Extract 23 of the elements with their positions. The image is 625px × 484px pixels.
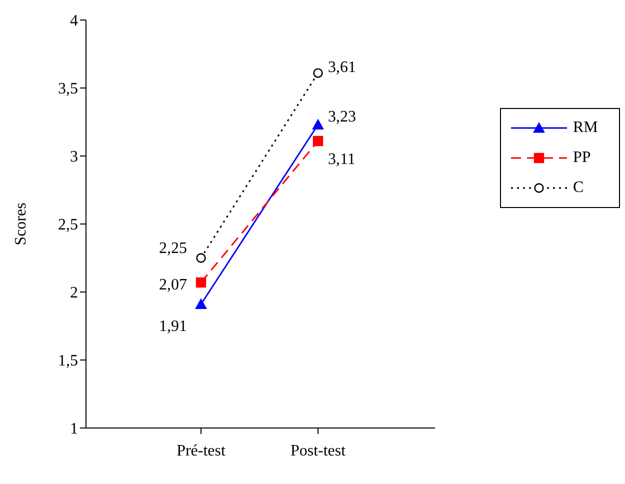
- data-label: 2,25: [159, 240, 187, 257]
- legend-label: C: [573, 179, 584, 197]
- y-tick-label: 4: [70, 12, 78, 30]
- point: [196, 277, 206, 288]
- data-label: 3,61: [328, 59, 356, 76]
- data-label: 1,91: [159, 318, 187, 336]
- y-tick-label: 3,5: [58, 80, 78, 98]
- data-label: 3,23: [328, 108, 356, 126]
- legend-label: RM: [573, 119, 598, 137]
- y-tick-label: 2,5: [58, 216, 78, 234]
- point: [313, 68, 323, 78]
- y-tick-label: 1,5: [58, 352, 78, 370]
- legend-label: PP: [573, 149, 591, 167]
- point: [196, 253, 206, 263]
- x-tick-label: Post-test: [290, 442, 346, 460]
- y-tick-label: 2: [70, 284, 78, 302]
- y-axis-title: Scores: [12, 202, 30, 246]
- x-tick-label: Pré-test: [176, 442, 226, 460]
- data-label: 3,11: [328, 151, 356, 168]
- point: [312, 136, 324, 146]
- data-label: 2,07: [159, 276, 187, 294]
- y-tick-label: 3: [70, 148, 78, 166]
- y-tick-label: 1: [70, 420, 78, 438]
